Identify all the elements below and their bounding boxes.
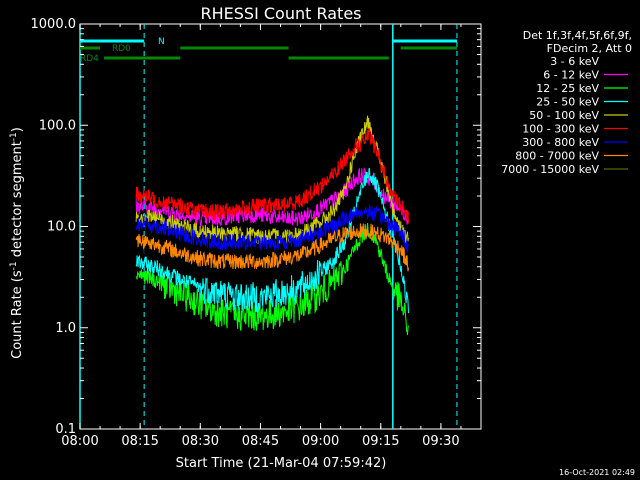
x-tick-label: 09:00	[302, 434, 339, 449]
series-line-7	[135, 223, 409, 272]
timestamp: 16-Oct-2021 02:49	[559, 468, 635, 477]
series-line-6	[135, 203, 409, 254]
y-axis-label-superscript: -1	[9, 132, 19, 141]
x-tick-label: 08:00	[61, 434, 98, 449]
series-line-5	[135, 127, 409, 224]
series-line-1	[135, 167, 409, 227]
flag-label-n: N	[158, 37, 165, 47]
y-tick-label: 0.1	[55, 422, 76, 437]
legend-entry-label: 3 - 6 keV	[550, 55, 599, 68]
y-tick-label: 1000.0	[31, 17, 77, 32]
legend-entry-label: 800 - 7000 keV	[515, 150, 599, 163]
flag-label-rd0: RD0	[112, 44, 131, 54]
series-line-0	[135, 186, 409, 380]
x-tick-label: 09:30	[422, 434, 459, 449]
legend-entry-label: 25 - 50 keV	[536, 96, 599, 109]
legend-entry-label: 12 - 25 keV	[536, 82, 599, 95]
legend: Det 1f,3f,4f,5f,6f,9f,FDecim 2, Att 03 -…	[501, 29, 632, 176]
x-tick-label: 09:15	[362, 434, 399, 449]
y-axis-label-part: )	[10, 127, 25, 132]
legend-entry-label: 300 - 800 keV	[522, 136, 599, 149]
legend-header-line: FDecim 2, Att 0	[547, 42, 632, 55]
legend-header-line: Det 1f,3f,4f,5f,6f,9f,	[523, 29, 632, 42]
x-tick-label: 08:45	[242, 434, 279, 449]
x-axis-label: Start Time (21-Mar-04 07:59:42)	[176, 456, 387, 471]
y-tick-label: 100.0	[39, 118, 76, 133]
y-axis-label-part: Count Rate (s	[10, 270, 25, 359]
legend-entry-label: 100 - 300 keV	[522, 123, 599, 136]
y-axis-label: Count Rate (s-1 detector segment-1)	[9, 127, 25, 359]
state-flags: N RD0 RD4	[80, 37, 457, 64]
series-line-4	[135, 115, 409, 245]
x-tick-label: 08:30	[182, 434, 219, 449]
y-tick-label: 10.0	[47, 220, 76, 235]
y-axis-label-part: detector segment	[10, 141, 25, 261]
x-tick-label: 08:15	[121, 434, 158, 449]
y-axis-label-superscript: -1	[9, 261, 19, 270]
y-axis-ticks: 0.1 1.0 10.0 100.0 1000.0	[31, 17, 481, 437]
x-axis-ticks: 08:00 08:15 08:30 08:45 09:00 09:15 09:30	[61, 24, 482, 449]
series-lines	[135, 115, 409, 380]
series-line-3	[135, 167, 409, 314]
legend-entry-label: 6 - 12 keV	[543, 69, 599, 82]
y-tick-label: 1.0	[55, 321, 76, 336]
chart-title: RHESSI Count Rates	[201, 4, 362, 23]
legend-entry-label: 7000 - 15000 keV	[501, 163, 599, 176]
legend-entry-label: 50 - 100 keV	[529, 109, 599, 122]
flag-label-rd4: RD4	[80, 54, 99, 64]
